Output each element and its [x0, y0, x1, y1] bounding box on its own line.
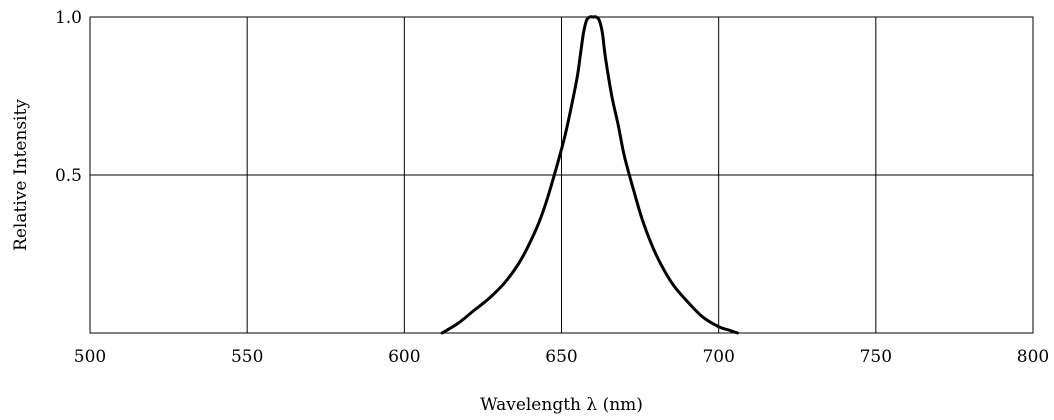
x-tick-label-500: 500: [74, 347, 106, 367]
y-tick-label-0-5: 0.5: [55, 166, 82, 186]
spectrum-curve-0: [440, 15, 740, 335]
x-tick-label-750: 750: [860, 347, 892, 367]
x-axis-title: Wavelength λ (nm): [480, 395, 643, 415]
tick-labels: 500 550 600 650 700 750 800 0.5 1.0: [55, 8, 1049, 367]
grid: [90, 17, 1033, 333]
x-tick-label-650: 650: [545, 347, 577, 367]
y-tick-label-1: 1.0: [55, 8, 82, 28]
x-tick-label-550: 550: [231, 347, 263, 367]
x-tick-label-800: 800: [1017, 347, 1049, 367]
y-axis-title: Relative Intensity: [11, 99, 31, 251]
x-tick-label-700: 700: [702, 347, 734, 367]
plot-frame: [89, 16, 1034, 334]
x-tick-label-600: 600: [388, 347, 420, 367]
series-layer: [440, 15, 740, 335]
